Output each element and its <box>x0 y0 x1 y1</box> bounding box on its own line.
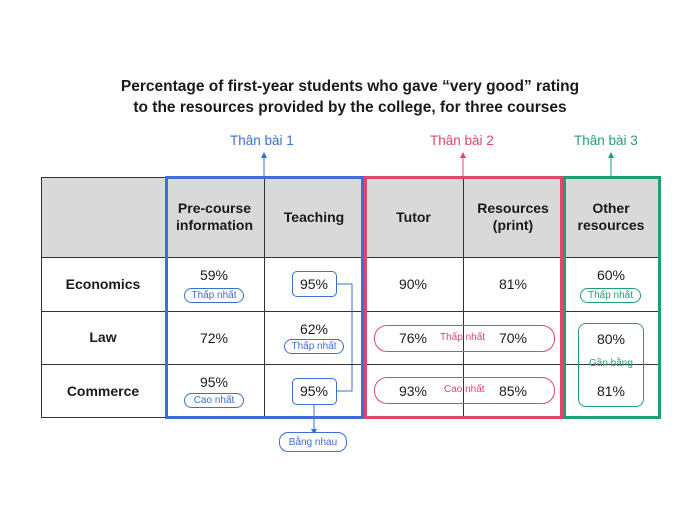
grid-line <box>41 417 659 418</box>
col-header-precourse: Pre-course information <box>165 177 264 257</box>
chart-title-line1: Percentage of first-year students who ga… <box>120 78 580 95</box>
grid-line <box>463 177 464 418</box>
grid-line <box>41 177 659 178</box>
grid-line <box>165 177 166 418</box>
row-header-law: Law <box>89 329 117 345</box>
cell-law-precourse: 72% <box>199 330 229 346</box>
row-header-commerce: Commerce <box>66 382 140 399</box>
highlight-law-tutor-resources <box>374 325 555 352</box>
highlight-commerce-teaching <box>292 378 337 405</box>
ratings-table: Pre-course information Teaching Tutor Re… <box>41 177 659 418</box>
cell-economics-resources-print: 81% <box>498 276 528 292</box>
cell-economics-teaching: 95% <box>299 276 329 292</box>
col-header-resources-print: Resources (print) <box>463 177 563 257</box>
cell-law-other: 80% <box>596 331 626 347</box>
col-header-tutor: Tutor <box>364 177 463 257</box>
cell-law-teaching: 62% <box>299 321 329 337</box>
col-header-other-resources: Other resources <box>563 177 659 257</box>
highlight-economics-teaching <box>292 271 337 297</box>
grid-line <box>563 177 564 418</box>
grid-line <box>41 364 659 365</box>
tag-nearly-equal: Gần bằng <box>589 358 633 369</box>
bracket-teaching-equal <box>337 283 353 392</box>
tag-lowest-tutor-row: Thấp nhất <box>440 332 486 343</box>
cell-economics-other: 60% <box>596 267 626 283</box>
tag-lowest-teaching: Thấp nhất <box>284 339 344 354</box>
cell-commerce-teaching: 95% <box>299 383 329 399</box>
tag-equal: Bằng nhau <box>279 432 347 452</box>
section-label-body3: Thân bài 3 <box>574 133 638 148</box>
tag-lowest-other: Thấp nhất <box>580 288 641 303</box>
cell-commerce-resources-print: 85% <box>498 383 528 399</box>
grid-line <box>41 257 659 258</box>
grid-line <box>658 177 659 418</box>
tag-highest-tutor-row: Cao nhất <box>444 384 485 395</box>
section-label-body1: Thân bài 1 <box>230 133 294 148</box>
col-header-teaching: Teaching <box>264 177 364 257</box>
cell-commerce-tutor: 93% <box>398 383 428 399</box>
cell-commerce-other: 81% <box>596 383 626 399</box>
row-header-economics: Economics <box>65 275 141 292</box>
tag-highest-precourse: Cao nhất <box>184 393 244 408</box>
grid-line <box>41 311 659 312</box>
highlight-commerce-tutor-resources <box>374 377 555 404</box>
grid-line <box>264 177 265 418</box>
grid-line <box>41 177 42 418</box>
cell-economics-precourse: 59% <box>199 267 229 283</box>
cell-law-tutor: 76% <box>398 330 428 346</box>
cell-law-resources-print: 70% <box>498 330 528 346</box>
highlight-other-law-commerce <box>578 323 644 407</box>
section-label-body2: Thân bài 2 <box>430 133 494 148</box>
cell-commerce-precourse: 95% <box>199 374 229 390</box>
chart-title-line2: to the resources provided by the college… <box>133 99 567 116</box>
grid-line <box>364 177 365 418</box>
tag-lowest-precourse: Thấp nhất <box>184 288 244 303</box>
header-corner <box>41 177 165 257</box>
cell-economics-tutor: 90% <box>398 276 428 292</box>
